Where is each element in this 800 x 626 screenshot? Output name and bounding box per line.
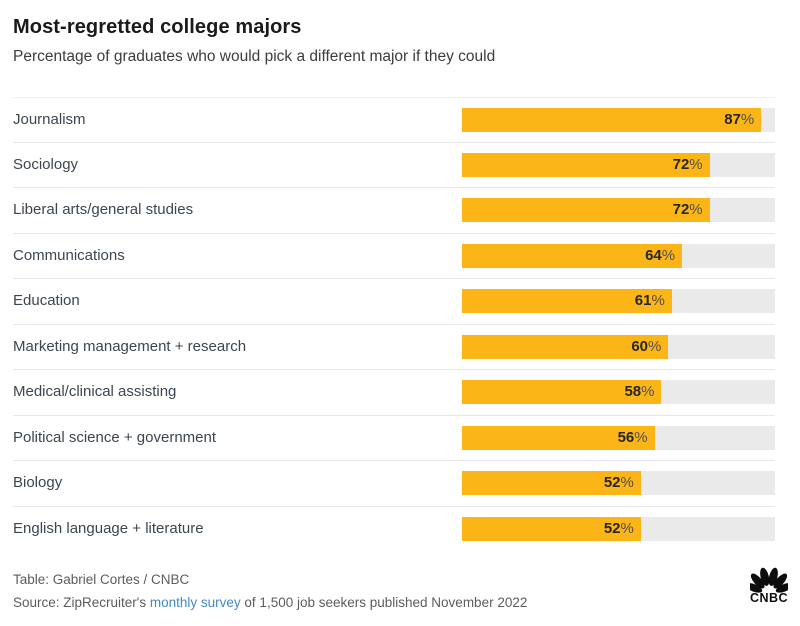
peacock-icon [747,567,791,594]
cnbc-wordmark: CNBC [749,591,789,605]
chart-row: Medical/clinical assisting 58% [13,370,775,416]
bar-track: 52% [462,517,775,542]
major-label: Sociology [13,155,79,173]
bar: 64% [462,243,683,268]
bar-track: 64% [462,243,775,268]
major-label: Liberal arts/general studies [13,201,194,219]
bar-track: 87% [462,107,775,132]
bar-value-label: 64% [645,246,676,264]
source-line: Source: ZipRecruiter's monthly survey of… [13,591,713,614]
bar-track: 56% [462,425,775,450]
major-label: Marketing management + research [13,337,247,355]
chart-row: Marketing management + research 60% [13,325,775,370]
bar-track: 60% [462,334,775,359]
bar-value-label: 52% [603,474,634,492]
major-label: Political science + government [13,428,217,446]
bar: 52% [462,471,641,496]
bar-track: 72% [462,152,775,177]
bar: 56% [462,425,655,450]
chart-header: Most-regretted college majors Percentage… [0,0,800,68]
major-label: Education [13,292,80,310]
chart-title: Most-regretted college majors [13,16,302,38]
bar: 60% [462,334,669,359]
major-label: Medical/clinical assisting [13,383,177,401]
source-link[interactable]: monthly survey [149,595,241,610]
major-label: Biology [13,474,63,492]
bar: 72% [462,198,710,223]
major-label: Journalism [13,110,86,128]
bar: 52% [462,517,641,542]
chart-row: Biology 52% [13,461,775,507]
bar-track: 58% [462,380,775,405]
major-label: English language + literature [13,520,204,538]
bar-value-label: 72% [672,155,703,173]
chart-row: Journalism 87% [13,97,775,143]
bar-value-label: 56% [617,428,648,446]
chart-footer: Table: Gabriel Cortes / CNBC Source: Zip… [13,568,713,614]
bar: 58% [462,380,662,405]
chart-row: Sociology 72% [13,143,775,188]
bar-value-label: 58% [624,383,655,401]
chart-subtitle: Percentage of graduates who would pick a… [13,48,496,65]
chart-row: Political science + government 56% [13,416,775,461]
chart-rows: Journalism 87% Sociology 72% Liberal arts/ge… [13,97,775,552]
source-prefix: Source: ZipRecruiter's [13,595,150,610]
bar-value-label: 52% [603,520,634,538]
bar: 72% [462,152,710,177]
chart-row: Liberal arts/general studies 72% [13,188,775,234]
bar-value-label: 72% [672,201,703,219]
bar-value-label: 87% [724,110,755,128]
chart-row: Education 61% [13,279,775,325]
source-suffix: of 1,500 job seekers published November … [240,595,528,610]
bar: 87% [462,107,762,132]
bar-value-label: 61% [634,292,665,310]
bar-track: 52% [462,471,775,496]
chart-row: English language + literature 52% [13,507,775,553]
chart-row: Communications 64% [13,234,775,279]
table-credit: Table: Gabriel Cortes / CNBC [13,568,713,591]
bar: 61% [462,289,672,314]
bar-value-label: 60% [631,337,662,355]
major-label: Communications [13,246,125,264]
cnbc-logo: CNBC [747,567,791,605]
bar-track: 72% [462,198,775,223]
credit-text: Table: Gabriel Cortes / CNBC [13,572,190,587]
bar-track: 61% [462,289,775,314]
